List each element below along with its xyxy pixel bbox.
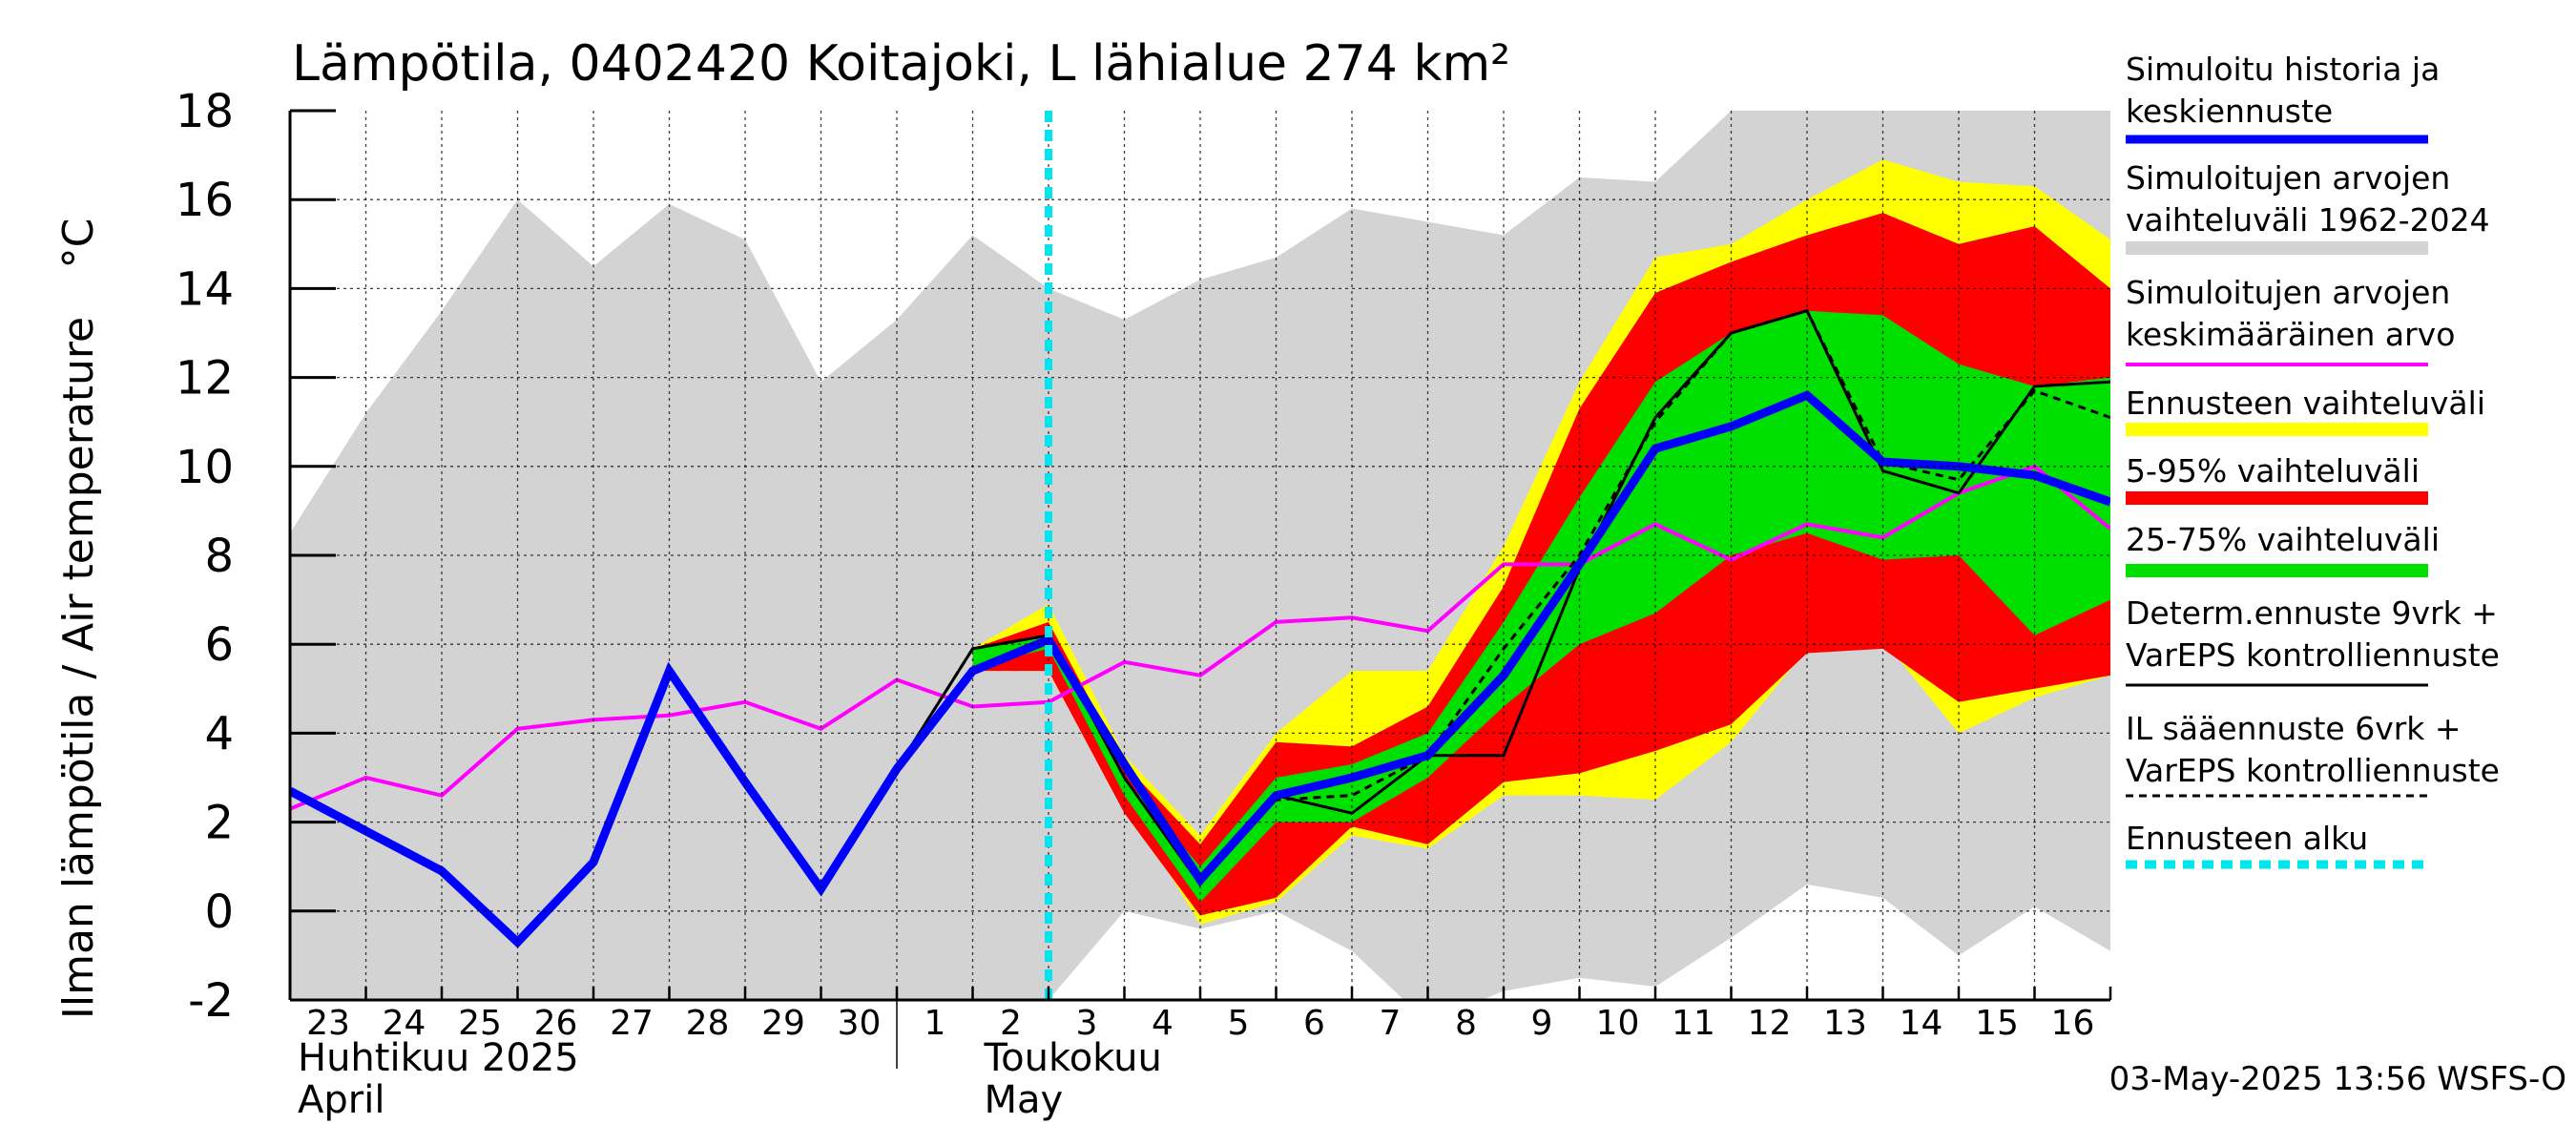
y-tick-labels: -2 0 2 4 6 8 10 12 14 16 18: [176, 85, 234, 1028]
x-tick-label: 30: [838, 1004, 882, 1043]
x-tick-label: 6: [1303, 1004, 1325, 1043]
x-tick-label: 9: [1531, 1004, 1553, 1043]
x-tick-label: 13: [1823, 1004, 1867, 1043]
x-tick-label: 11: [1672, 1004, 1715, 1043]
legend-label: 25-75% vaihteluväli: [2126, 521, 2440, 558]
y-tick-label: 10: [176, 441, 234, 494]
x-tick-label: 7: [1380, 1004, 1402, 1043]
y-tick-label: -2: [188, 974, 234, 1028]
x-tick-label: 1: [924, 1004, 946, 1043]
y-axis-unit: °C: [54, 219, 103, 269]
y-tick-label: 8: [204, 530, 234, 583]
x-tick-label: 26: [534, 1004, 578, 1043]
legend-label: Determ.ennuste 9vrk +: [2126, 594, 2498, 632]
x-tick-label: 8: [1455, 1004, 1477, 1043]
legend-label: Simuloitujen arvojen: [2126, 159, 2450, 197]
x-tick-label: 10: [1596, 1004, 1640, 1043]
x-tick-label: 3: [1076, 1004, 1098, 1043]
x-tick-label: 23: [306, 1004, 350, 1043]
legend-label: Simuloitu historia ja: [2126, 51, 2440, 88]
legend-label: keskiennuste: [2126, 93, 2333, 130]
axes-layer: [288, 109, 2112, 1002]
y-tick-label: 18: [176, 85, 234, 138]
legend-label: keskimääräinen arvo: [2126, 316, 2455, 353]
x-tick-label: 5: [1228, 1004, 1250, 1043]
x-tick-label: 29: [761, 1004, 805, 1043]
legend-label: 5-95% vaihteluväli: [2126, 452, 2420, 489]
chart-title: Lämpötila, 0402420 Koitajoki, L lähialue…: [292, 35, 1510, 93]
y-tick-label: 4: [204, 707, 234, 760]
y-tick-label: 12: [176, 352, 234, 406]
month-label-fi: Huhtikuu 2025: [298, 1036, 579, 1080]
band-series-3: [972, 310, 2110, 903]
x-tick-label: 14: [1900, 1004, 1943, 1043]
x-tick-label: 2: [1000, 1004, 1022, 1043]
y-tick-label: 6: [204, 618, 234, 672]
x-tick-label: 12: [1748, 1004, 1792, 1043]
month-label-en: April: [298, 1078, 384, 1122]
legend-label: IL sääennuste 6vrk +: [2126, 710, 2462, 747]
y-axis-label: Ilman lämpötila / Air temperature: [54, 317, 103, 1019]
x-tick-label: 16: [2051, 1004, 2095, 1043]
x-tick-label: 4: [1152, 1004, 1174, 1043]
footer-timestamp: 03-May-2025 13:56 WSFS-O: [2109, 1060, 2566, 1098]
grid-layer: [290, 111, 2110, 1000]
x-tick-label: 15: [1975, 1004, 2019, 1043]
x-tick-label: 27: [610, 1004, 654, 1043]
y-tick-label: 14: [176, 262, 234, 316]
legend-label: VarEPS kontrolliennuste: [2126, 636, 2500, 674]
y-tick-label: 0: [204, 885, 234, 939]
legend-label: Simuloitujen arvojen: [2126, 274, 2450, 311]
x-tick-label: 28: [686, 1004, 730, 1043]
y-tick-label: 16: [176, 174, 234, 227]
legend-label: VarEPS kontrolliennuste: [2126, 752, 2500, 789]
x-tick-label: 24: [383, 1004, 426, 1043]
legend-label: Ennusteen alku: [2126, 820, 2368, 857]
month-label-en: May: [985, 1078, 1064, 1122]
month-label-fi: Toukokuu: [984, 1036, 1162, 1080]
x-tick-label: 25: [458, 1004, 502, 1043]
legend: Simuloitu historia ja keskiennuste Simuloi…: [2126, 51, 2500, 869]
y-tick-label: 2: [204, 797, 234, 850]
legend-label: vaihteluväli 1962-2024: [2126, 201, 2490, 239]
legend-label: Ennusteen vaihteluväli: [2126, 385, 2485, 422]
x-tick-labels: 23 24 25 26 27 28 29 30 1 2 3 4 5 6 7 8 9 10 11 12 13 14 15 16: [306, 1004, 2094, 1043]
